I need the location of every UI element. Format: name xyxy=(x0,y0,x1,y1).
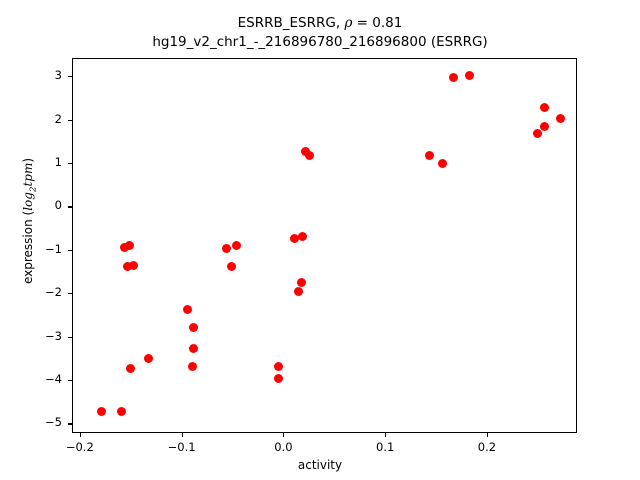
x-tick-label: 0.1 xyxy=(376,440,395,454)
chart-title-line-2: hg19_v2_chr1_-_216896780_216896800 (ESRR… xyxy=(152,34,488,50)
data-point xyxy=(465,70,475,80)
y-tick-mark xyxy=(68,293,72,295)
y-tick-label: 0 xyxy=(54,198,62,213)
y-tick-mark xyxy=(68,423,72,425)
y-tick-label: 1 xyxy=(54,155,62,170)
y-tick-label: −3 xyxy=(45,328,62,343)
x-tick-mark xyxy=(79,433,81,437)
data-point xyxy=(298,231,308,241)
data-point xyxy=(448,72,458,82)
x-tick-mark xyxy=(385,433,387,437)
data-point xyxy=(123,262,133,272)
y-tick-label: 3 xyxy=(54,68,62,83)
data-point xyxy=(143,353,153,363)
x-tick-label: −0.1 xyxy=(167,440,196,454)
chart-title-line-1-text: ESRRB_ESRRG, ρ = 0.81 xyxy=(237,15,403,31)
x-axis-label: activity xyxy=(297,458,343,472)
data-point xyxy=(273,374,283,384)
data-point xyxy=(297,278,307,288)
data-point xyxy=(189,323,199,333)
data-point xyxy=(425,150,435,160)
y-tick-label: −1 xyxy=(45,241,62,256)
y-axis-label: expression (log2tpm) xyxy=(21,157,39,285)
data-point xyxy=(540,102,550,112)
data-point xyxy=(540,122,550,132)
chart-title: ESRRB_ESRRG, ρ = 0.81 hg19_v2_chr1_-_216… xyxy=(0,14,640,52)
correlation-symbol: ρ xyxy=(344,15,353,31)
data-point xyxy=(189,343,199,353)
y-tick-mark xyxy=(68,119,72,121)
data-point xyxy=(96,406,106,416)
data-point xyxy=(533,128,543,138)
x-tick-mark xyxy=(283,433,285,437)
y-tick-mark xyxy=(68,380,72,382)
x-tick-mark xyxy=(181,433,183,437)
y-tick-mark xyxy=(68,249,72,251)
data-point xyxy=(120,242,130,252)
y-tick-label: 2 xyxy=(54,111,62,126)
y-tick-label: −4 xyxy=(45,372,62,387)
data-point xyxy=(273,361,283,371)
data-point xyxy=(221,244,231,254)
plot-area xyxy=(72,58,577,433)
data-point xyxy=(188,362,198,372)
x-tick-label: 0.2 xyxy=(477,440,497,454)
chart-title-line-1: ESRRB_ESRRG, ρ = 0.81 xyxy=(0,14,640,33)
data-point xyxy=(555,113,565,123)
y-tick-mark xyxy=(68,76,72,78)
y-axis-label-math: log2tpm xyxy=(21,162,39,211)
data-point xyxy=(437,158,447,168)
y-tick-label: −2 xyxy=(45,285,62,300)
y-tick-mark xyxy=(68,336,72,338)
y-tick-mark xyxy=(68,163,72,165)
y-tick-mark xyxy=(68,206,72,208)
x-tick-label: −0.2 xyxy=(65,440,94,454)
data-points-layer xyxy=(73,59,576,432)
data-point xyxy=(183,304,193,314)
x-tick-mark xyxy=(486,433,489,437)
data-point xyxy=(232,240,242,250)
data-point xyxy=(305,150,315,160)
data-point xyxy=(226,261,236,271)
data-point xyxy=(129,260,139,270)
data-point xyxy=(126,364,136,374)
y-tick-label: −5 xyxy=(45,415,62,430)
data-point xyxy=(290,233,300,243)
x-tick-label: 0.0 xyxy=(274,440,293,454)
data-point xyxy=(294,286,304,296)
data-point xyxy=(125,241,135,251)
data-point xyxy=(117,406,127,416)
